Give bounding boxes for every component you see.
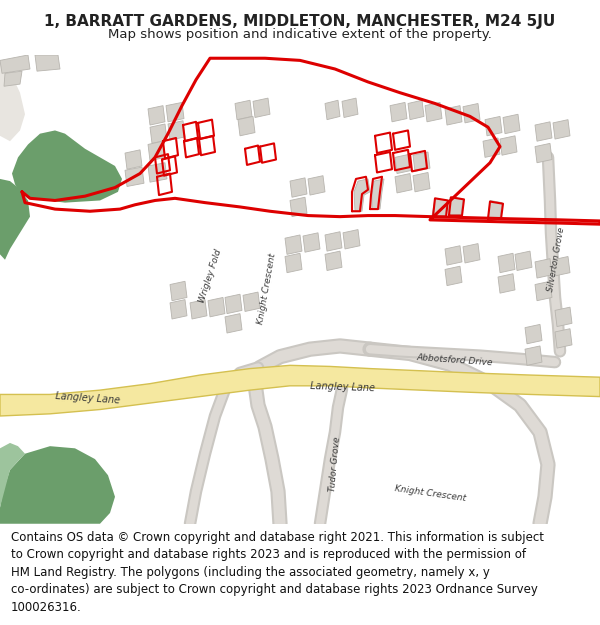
Polygon shape: [408, 100, 424, 119]
Polygon shape: [0, 446, 115, 524]
Polygon shape: [432, 198, 447, 216]
Polygon shape: [485, 116, 502, 136]
Polygon shape: [303, 232, 320, 253]
Polygon shape: [535, 259, 552, 278]
Polygon shape: [125, 167, 144, 186]
Text: Contains OS data © Crown copyright and database right 2021. This information is : Contains OS data © Crown copyright and d…: [11, 531, 544, 614]
Text: Langley Lane: Langley Lane: [310, 381, 375, 393]
Polygon shape: [445, 246, 462, 265]
Polygon shape: [0, 55, 25, 141]
Text: Wrigley Fold: Wrigley Fold: [197, 248, 223, 304]
Polygon shape: [235, 100, 252, 119]
Polygon shape: [285, 235, 302, 254]
Polygon shape: [525, 324, 542, 344]
Polygon shape: [413, 152, 430, 171]
Polygon shape: [555, 307, 572, 326]
Polygon shape: [553, 119, 570, 139]
Polygon shape: [354, 179, 370, 211]
Polygon shape: [325, 251, 342, 271]
Polygon shape: [555, 329, 572, 348]
Polygon shape: [253, 98, 270, 118]
Polygon shape: [525, 346, 542, 366]
Polygon shape: [535, 122, 552, 141]
Polygon shape: [445, 106, 462, 125]
Polygon shape: [413, 173, 430, 192]
Polygon shape: [0, 179, 30, 260]
Polygon shape: [125, 150, 142, 169]
Text: Silverton Grove: Silverton Grove: [546, 227, 566, 292]
Text: Abbotsford Drive: Abbotsford Drive: [416, 352, 493, 367]
Text: Langley Lane: Langley Lane: [55, 391, 121, 406]
Polygon shape: [170, 281, 187, 301]
Polygon shape: [498, 253, 515, 272]
Polygon shape: [238, 116, 255, 136]
Polygon shape: [515, 251, 532, 271]
Polygon shape: [395, 154, 412, 174]
Polygon shape: [553, 256, 570, 276]
Polygon shape: [0, 366, 600, 416]
Polygon shape: [343, 229, 360, 249]
Polygon shape: [325, 232, 342, 251]
Text: Knight Crescent: Knight Crescent: [256, 253, 278, 325]
Polygon shape: [483, 138, 500, 158]
Polygon shape: [225, 294, 242, 314]
Polygon shape: [150, 124, 167, 143]
Polygon shape: [488, 201, 502, 217]
Polygon shape: [12, 131, 122, 202]
Polygon shape: [190, 299, 207, 319]
Polygon shape: [168, 121, 185, 140]
Text: Tudor Grove: Tudor Grove: [328, 436, 342, 492]
Polygon shape: [395, 174, 412, 193]
Polygon shape: [445, 266, 462, 286]
Polygon shape: [4, 71, 22, 86]
Polygon shape: [35, 55, 60, 71]
Polygon shape: [208, 298, 225, 317]
Polygon shape: [463, 104, 480, 123]
Polygon shape: [148, 141, 165, 161]
Polygon shape: [535, 281, 552, 301]
Text: Map shows position and indicative extent of the property.: Map shows position and indicative extent…: [108, 28, 492, 41]
Polygon shape: [290, 198, 307, 217]
Polygon shape: [285, 253, 302, 272]
Polygon shape: [448, 198, 463, 214]
Polygon shape: [170, 299, 187, 319]
Polygon shape: [166, 102, 184, 122]
Text: Knight Crescent: Knight Crescent: [394, 484, 466, 503]
Polygon shape: [463, 244, 480, 263]
Polygon shape: [372, 179, 384, 209]
Polygon shape: [308, 176, 325, 195]
Polygon shape: [425, 102, 442, 122]
Polygon shape: [503, 114, 520, 134]
Polygon shape: [498, 274, 515, 293]
Polygon shape: [290, 178, 307, 198]
Text: 1, BARRATT GARDENS, MIDDLETON, MANCHESTER, M24 5JU: 1, BARRATT GARDENS, MIDDLETON, MANCHESTE…: [44, 14, 556, 29]
Polygon shape: [390, 102, 407, 122]
Polygon shape: [500, 136, 517, 155]
Polygon shape: [148, 162, 167, 182]
Polygon shape: [243, 292, 260, 311]
Polygon shape: [0, 55, 30, 73]
Polygon shape: [225, 314, 242, 333]
Polygon shape: [535, 143, 552, 162]
Polygon shape: [325, 100, 340, 119]
Polygon shape: [148, 106, 165, 125]
Polygon shape: [342, 98, 358, 118]
Polygon shape: [0, 443, 25, 508]
